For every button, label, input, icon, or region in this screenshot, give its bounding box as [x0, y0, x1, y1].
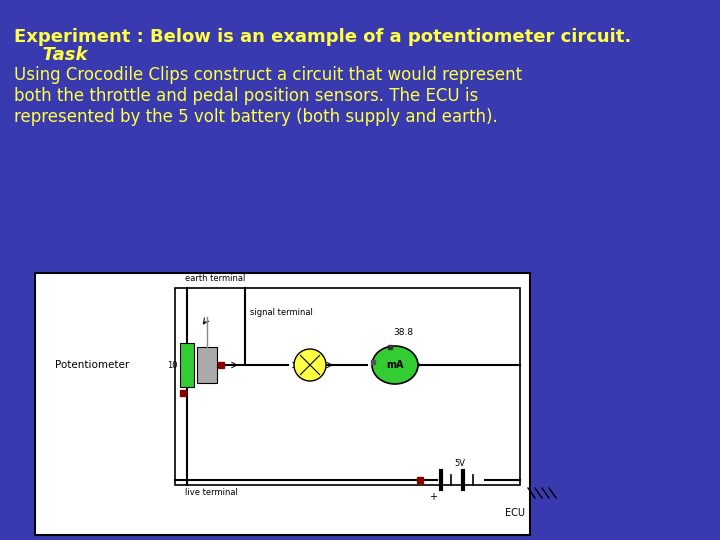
Text: Potentiometer: Potentiometer	[55, 360, 130, 370]
Text: earth terminal: earth terminal	[185, 274, 246, 283]
Circle shape	[294, 349, 326, 381]
Bar	[197, 347, 217, 383]
Text: Experiment : Below is an example of a potentiometer circuit.: Experiment : Below is an example of a po…	[14, 28, 631, 46]
Text: signal terminal: signal terminal	[250, 308, 313, 317]
Text: 5V: 5V	[454, 459, 466, 468]
Text: Using Crocodile Clips construct a circuit that would represent
both the throttle: Using Crocodile Clips construct a circui…	[14, 66, 522, 126]
Text: ECU: ECU	[505, 508, 525, 518]
Text: 38.8: 38.8	[393, 328, 413, 337]
Bar	[180, 343, 194, 387]
Text: mA: mA	[386, 360, 404, 370]
Ellipse shape	[372, 346, 418, 384]
Bar	[175, 288, 520, 485]
Text: Task: Task	[30, 46, 88, 64]
Text: live terminal: live terminal	[185, 488, 238, 497]
Bar	[35, 273, 530, 535]
Text: +: +	[429, 492, 437, 502]
Text: 10: 10	[168, 361, 178, 369]
